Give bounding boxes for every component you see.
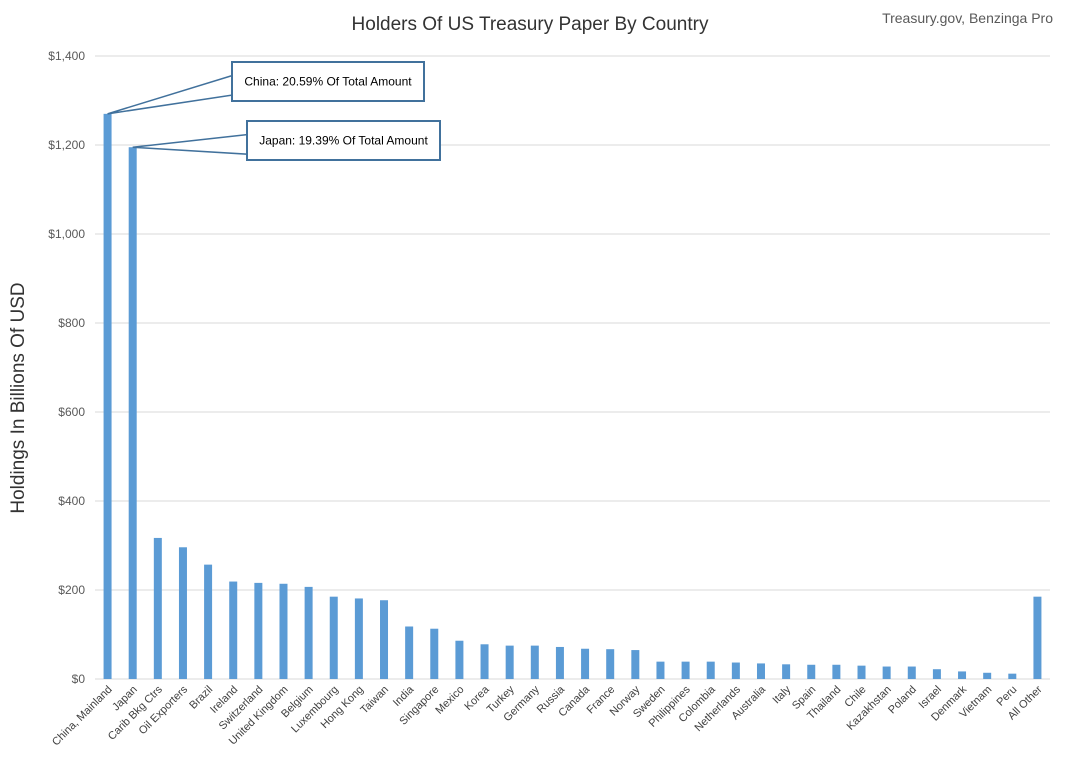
bar xyxy=(807,664,816,679)
chart-source: Treasury.gov, Benzinga Pro xyxy=(882,10,1053,26)
bar xyxy=(229,581,238,679)
y-axis-label: Holdings In Billions Of USD xyxy=(8,282,29,513)
bar xyxy=(731,662,740,679)
bar xyxy=(405,626,414,679)
callout-text: Japan: 19.39% Of Total Amount xyxy=(259,134,428,148)
x-tick-label: China, Mainland xyxy=(50,684,115,749)
y-tick-label: $200 xyxy=(58,583,85,597)
y-tick-label: $0 xyxy=(72,672,86,686)
bar xyxy=(354,598,363,679)
bar xyxy=(204,564,213,679)
bar xyxy=(581,648,590,679)
bar xyxy=(153,537,162,679)
x-tick-label: Poland xyxy=(886,684,919,717)
callout-pointer xyxy=(132,133,248,155)
y-tick-label: $800 xyxy=(58,316,85,330)
callout-text: China: 20.59% Of Total Amount xyxy=(244,75,412,89)
bar xyxy=(983,672,992,679)
bar xyxy=(505,645,514,679)
bar xyxy=(756,663,765,679)
bar xyxy=(656,661,665,679)
bar xyxy=(958,671,967,679)
bar xyxy=(631,650,640,679)
y-tick-label: $1,200 xyxy=(48,138,85,152)
bar xyxy=(329,596,338,679)
bar xyxy=(254,582,263,679)
bar xyxy=(279,583,288,679)
bar xyxy=(178,547,187,679)
bar xyxy=(430,628,439,679)
x-tick-label: Mexico xyxy=(433,684,466,717)
bar xyxy=(882,666,891,679)
chart-title: Holders Of US Treasury Paper By Country xyxy=(352,14,709,35)
callouts: China: 20.59% Of Total Amount Japan: 19.3… xyxy=(107,61,441,161)
bar xyxy=(103,113,112,680)
bar xyxy=(932,669,941,679)
y-axis-ticks: $0 $200 $400 $600 $800 $1,000 $1,200 $1,400 xyxy=(48,49,85,686)
callout-box xyxy=(231,61,425,102)
x-tick-label: Taiwan xyxy=(358,684,391,717)
bar xyxy=(530,645,539,679)
bar xyxy=(857,665,866,679)
bar xyxy=(606,649,615,679)
bar xyxy=(380,600,389,679)
y-tick-label: $1,000 xyxy=(48,227,85,241)
bar xyxy=(681,661,690,679)
bar xyxy=(832,664,841,679)
bar xyxy=(782,664,791,679)
bar xyxy=(304,586,313,679)
bar xyxy=(480,644,489,679)
bar xyxy=(555,646,564,679)
bar xyxy=(1033,596,1042,679)
bar xyxy=(907,666,916,679)
bars xyxy=(103,113,1042,680)
callout-pointer xyxy=(107,74,233,115)
y-tick-label: $600 xyxy=(58,405,85,419)
bar xyxy=(128,147,137,680)
y-tick-label: $1,400 xyxy=(48,49,85,63)
callout-box xyxy=(246,120,441,161)
y-tick-label: $400 xyxy=(58,494,85,508)
bar xyxy=(1008,673,1017,679)
bar xyxy=(455,640,464,679)
bar xyxy=(706,661,715,679)
